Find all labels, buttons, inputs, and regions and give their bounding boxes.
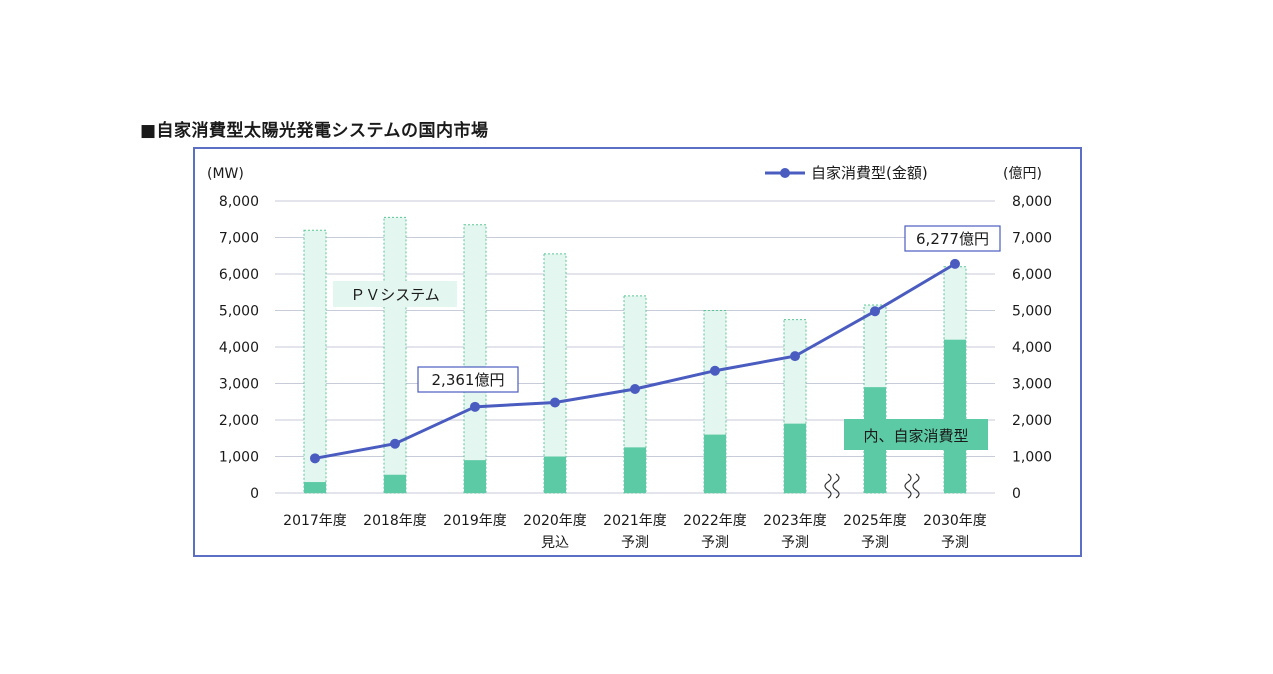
axis-break-layer — [824, 473, 920, 499]
y-tick-label-left: 7,000 — [219, 231, 259, 247]
y-tick-label-left: 8,000 — [219, 194, 259, 210]
x-tick-label: 2022年度 — [683, 513, 747, 529]
axis-break-mark — [824, 473, 832, 499]
x-tick-label: 予測 — [701, 535, 729, 551]
left-axis-unit: (MW) — [207, 166, 244, 182]
self-consumption-bar — [624, 447, 646, 493]
amount-point — [950, 258, 960, 269]
self-consumption-bar — [384, 474, 406, 493]
self-consumption-bar — [784, 423, 806, 493]
x-tick-label: 2025年度 — [843, 513, 907, 529]
x-tick-label: 見込 — [541, 535, 569, 551]
y-tick-label-right: 1,000 — [1012, 450, 1052, 466]
pv-system-bar — [623, 295, 647, 494]
y-tick-label-left: 0 — [250, 486, 259, 502]
self-label: 内、自家消費型 — [863, 427, 968, 445]
bar-layer — [303, 216, 967, 494]
amount-point — [390, 438, 400, 449]
y-tick-label-right: 2,000 — [1012, 413, 1052, 429]
axis-break-mark — [912, 473, 920, 499]
pv-system-bar — [383, 216, 407, 494]
callout-2019-box — [417, 366, 519, 393]
self-consumption-bar — [464, 460, 486, 493]
line-layer — [310, 258, 960, 464]
x-tick-label: 予測 — [621, 535, 649, 551]
y-tick-label-right: 5,000 — [1012, 304, 1052, 320]
amount-point — [790, 351, 800, 362]
axis-break-mark — [832, 473, 840, 499]
y-tick-label-left: 4,000 — [219, 340, 259, 356]
callout-2030: 6,277億円 — [916, 230, 989, 248]
legend-marker — [780, 168, 790, 178]
x-tick-label: 予測 — [861, 535, 889, 551]
y-tick-label-right: 7,000 — [1012, 231, 1052, 247]
x-tick-label: 2018年度 — [363, 513, 427, 529]
self-consumption-bar — [304, 482, 326, 493]
amount-point — [630, 383, 640, 394]
x-tick-label: 予測 — [781, 535, 809, 551]
x-tick-label: 2021年度 — [603, 513, 667, 529]
amount-point — [870, 306, 880, 317]
y-tick-label-left: 2,000 — [219, 413, 259, 429]
self-consumption-bar — [544, 456, 566, 493]
pv-label-box — [333, 281, 457, 307]
self-consumption-bar — [944, 339, 966, 493]
x-tick-label: 2030年度 — [923, 513, 987, 529]
axis-break-mark — [904, 473, 912, 499]
x-tick-label: 2017年度 — [283, 513, 347, 529]
x-tick-label: 2023年度 — [763, 513, 827, 529]
pv-system-bar — [303, 229, 327, 494]
self-label-box — [844, 419, 988, 450]
y-tick-label-right: 4,000 — [1012, 340, 1052, 356]
label-layer: 0 0 1,000 1,000 2,000 2,000 3,000 3,000 4,000 4,0… — [207, 164, 1052, 551]
right-axis-unit: (億円) — [1003, 166, 1042, 182]
amount-point — [310, 453, 320, 464]
y-tick-label-right: 3,000 — [1012, 377, 1052, 393]
legend-label: 自家消費型(金額) — [811, 164, 928, 182]
y-tick-label-left: 6,000 — [219, 267, 259, 283]
callout-2030-box — [904, 225, 1001, 252]
chart-frame — [193, 147, 1082, 557]
callout-2019: 2,361億円 — [432, 371, 505, 389]
amount-point — [710, 365, 720, 376]
amount-point — [550, 397, 560, 408]
self-consumption-bar — [704, 434, 726, 493]
y-tick-label-right: 6,000 — [1012, 267, 1052, 283]
y-tick-label-left: 5,000 — [219, 304, 259, 320]
y-tick-label-right: 0 — [1012, 486, 1021, 502]
x-tick-label: 2020年度 — [523, 513, 587, 529]
amount-point — [470, 401, 480, 412]
y-tick-label-left: 1,000 — [219, 450, 259, 466]
page-title: ■自家消費型太陽光発電システムの国内市場 — [140, 121, 489, 141]
x-tick-label: 予測 — [941, 535, 969, 551]
x-tick-label: 2019年度 — [443, 513, 507, 529]
pv-system-bar — [463, 224, 487, 494]
pv-label: ＰＶシステム — [350, 286, 440, 304]
y-tick-label-right: 8,000 — [1012, 194, 1052, 210]
y-tick-label-left: 3,000 — [219, 377, 259, 393]
